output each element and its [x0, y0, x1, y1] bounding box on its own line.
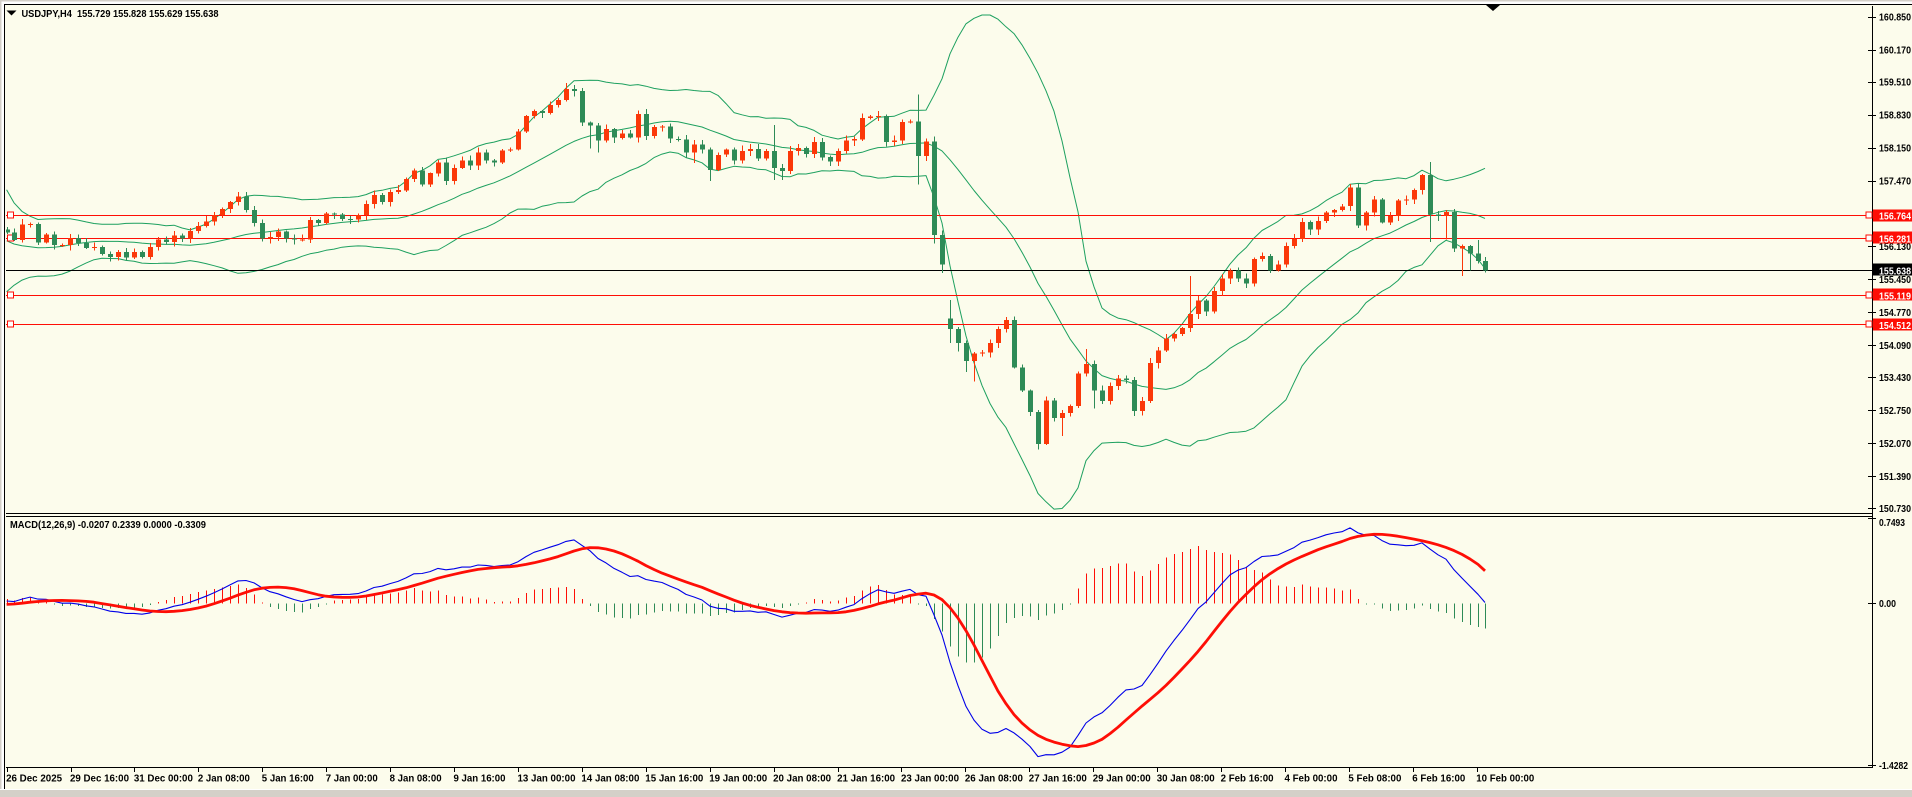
svg-text:152.070: 152.070 — [1879, 439, 1911, 450]
svg-text:5 Jan 16:00: 5 Jan 16:00 — [262, 774, 314, 785]
svg-text:157.470: 157.470 — [1879, 177, 1911, 188]
svg-text:155.119: 155.119 — [1879, 291, 1911, 302]
svg-text:155.638: 155.638 — [1879, 267, 1911, 278]
svg-text:0.00: 0.00 — [1879, 599, 1896, 610]
svg-text:150.730: 150.730 — [1879, 504, 1911, 515]
svg-text:13 Jan 00:00: 13 Jan 00:00 — [518, 774, 576, 785]
svg-text:USDJPY,H4 155.729 155.828 155: USDJPY,H4 155.729 155.828 155.629 155.63… — [22, 9, 219, 20]
svg-text:6 Feb 16:00: 6 Feb 16:00 — [1412, 774, 1465, 785]
svg-text:8 Jan 08:00: 8 Jan 08:00 — [390, 774, 442, 785]
svg-text:156.764: 156.764 — [1879, 212, 1911, 223]
svg-text:154.090: 154.090 — [1879, 341, 1911, 352]
svg-text:29 Jan 00:00: 29 Jan 00:00 — [1093, 774, 1151, 785]
svg-text:4 Feb 00:00: 4 Feb 00:00 — [1285, 774, 1338, 785]
svg-text:29 Dec 16:00: 29 Dec 16:00 — [70, 774, 129, 785]
svg-text:160.850: 160.850 — [1879, 13, 1911, 24]
svg-text:31 Dec 00:00: 31 Dec 00:00 — [134, 774, 193, 785]
svg-text:156.281: 156.281 — [1879, 234, 1911, 245]
svg-text:154.512: 154.512 — [1879, 321, 1911, 332]
svg-text:156.130: 156.130 — [1879, 242, 1911, 253]
svg-text:155.450: 155.450 — [1879, 275, 1911, 286]
svg-text:158.150: 158.150 — [1879, 144, 1911, 155]
svg-text:19 Jan 00:00: 19 Jan 00:00 — [709, 774, 767, 785]
svg-text:30 Jan 08:00: 30 Jan 08:00 — [1157, 774, 1215, 785]
svg-text:160.170: 160.170 — [1879, 46, 1911, 57]
svg-text:14 Jan 08:00: 14 Jan 08:00 — [581, 774, 639, 785]
svg-text:7 Jan 00:00: 7 Jan 00:00 — [326, 774, 378, 785]
svg-text:26 Dec 2025: 26 Dec 2025 — [6, 774, 62, 785]
svg-text:158.830: 158.830 — [1879, 111, 1911, 122]
svg-text:27 Jan 16:00: 27 Jan 16:00 — [1029, 774, 1087, 785]
svg-text:23 Jan 00:00: 23 Jan 00:00 — [901, 774, 959, 785]
svg-text:159.510: 159.510 — [1879, 78, 1911, 89]
svg-text:153.430: 153.430 — [1879, 373, 1911, 384]
svg-text:2 Feb 16:00: 2 Feb 16:00 — [1221, 774, 1274, 785]
svg-text:21 Jan 16:00: 21 Jan 16:00 — [837, 774, 895, 785]
svg-text:10 Feb 00:00: 10 Feb 00:00 — [1476, 774, 1534, 785]
svg-text:15 Jan 16:00: 15 Jan 16:00 — [645, 774, 703, 785]
svg-text:152.750: 152.750 — [1879, 406, 1911, 417]
svg-text:9 Jan 16:00: 9 Jan 16:00 — [454, 774, 506, 785]
svg-text:0.7493: 0.7493 — [1879, 518, 1905, 529]
svg-text:5 Feb 08:00: 5 Feb 08:00 — [1348, 774, 1401, 785]
svg-text:154.770: 154.770 — [1879, 308, 1911, 319]
svg-text:20 Jan 08:00: 20 Jan 08:00 — [773, 774, 831, 785]
svg-text:MACD(12,26,9) -0.0207 0.2339 0: MACD(12,26,9) -0.0207 0.2339 0.0000 -0.3… — [10, 520, 206, 531]
svg-text:26 Jan 08:00: 26 Jan 08:00 — [965, 774, 1023, 785]
svg-text:-1.4282: -1.4282 — [1879, 761, 1908, 772]
svg-text:151.390: 151.390 — [1879, 472, 1911, 483]
svg-text:2 Jan 08:00: 2 Jan 08:00 — [198, 774, 250, 785]
